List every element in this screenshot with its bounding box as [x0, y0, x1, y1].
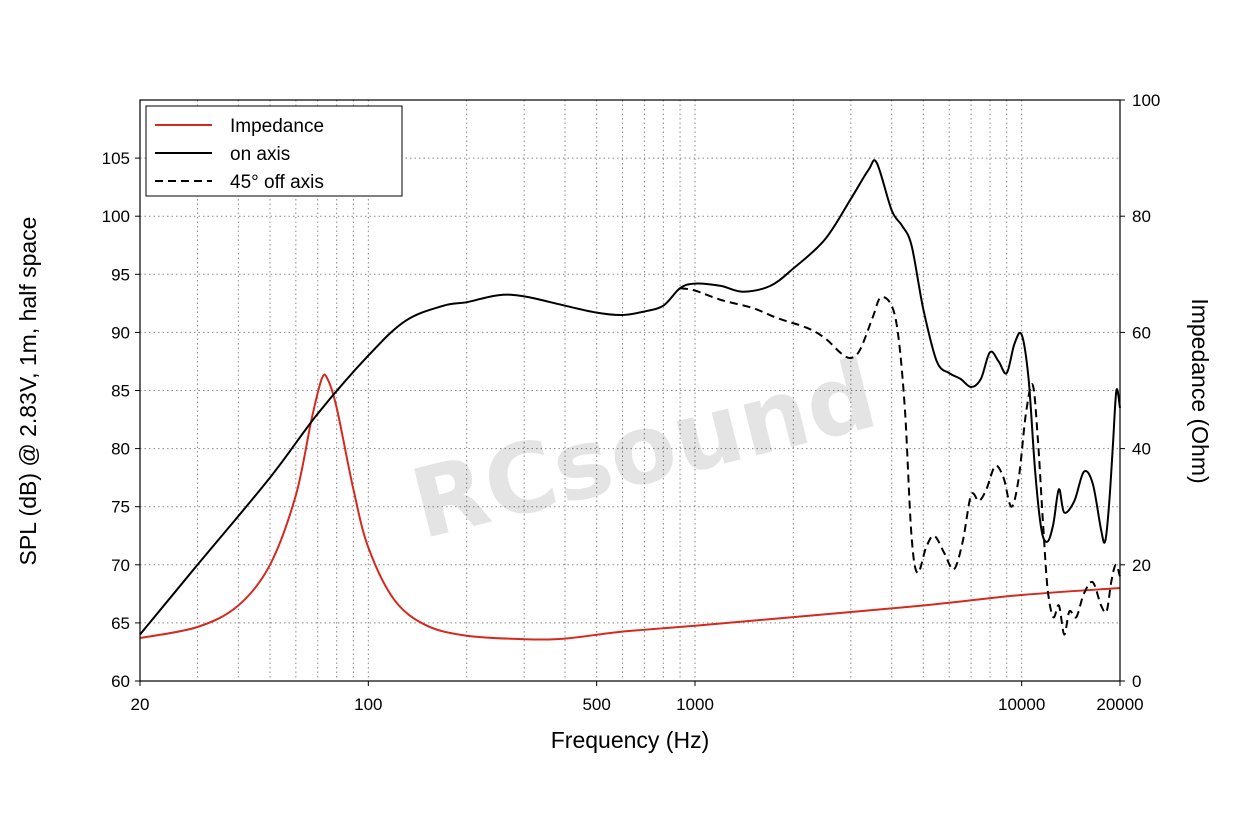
y-right-tick-label: 100	[1132, 91, 1160, 110]
series-impedance-line	[139, 373, 1121, 641]
x-tick-label: 20	[131, 695, 150, 714]
x-tick-label: 500	[582, 695, 610, 714]
y-left-tick-label: 65	[111, 614, 130, 633]
y-axis-right-title: Impedance (Ohm)	[1187, 298, 1213, 483]
x-tick-label: 20000	[1096, 695, 1143, 714]
ticks: 20 100 500 1000 10000 20000606570758085909510…	[102, 91, 1161, 714]
y-left-tick-label: 80	[111, 440, 130, 459]
y-right-tick-label: 20	[1132, 556, 1151, 575]
y-left-tick-label: 105	[102, 149, 130, 168]
legend-label-off-axis: 45° off axis	[230, 172, 324, 193]
y-axis-left-title: SPL (dB) @ 2.83V, 1m, half space	[15, 217, 41, 566]
series-on-axis-line	[139, 159, 1121, 636]
y-left-tick-label: 85	[111, 382, 130, 401]
legend-label-impedance: Impedance	[230, 116, 324, 137]
x-axis-title: Frequency (Hz)	[551, 727, 709, 753]
y-right-tick-label: 40	[1132, 440, 1151, 459]
y-left-tick-label: 95	[111, 265, 130, 284]
y-left-tick-label: 60	[111, 672, 130, 691]
y-left-tick-label: 100	[102, 207, 130, 226]
x-tick-label: 100	[354, 695, 382, 714]
y-right-tick-label: 80	[1132, 207, 1151, 226]
legend: Impedance on axis 45° off axis	[145, 105, 403, 197]
x-tick-label: 1000	[676, 695, 714, 714]
series-off-axis-line	[679, 287, 1121, 636]
y-left-tick-label: 70	[111, 556, 130, 575]
series-layer	[139, 159, 1121, 641]
x-tick-label: 10000	[998, 695, 1045, 714]
y-right-tick-label: 0	[1132, 672, 1141, 691]
y-left-tick-label: 75	[111, 498, 130, 517]
legend-label-on-axis: on axis	[230, 144, 290, 165]
y-left-tick-label: 90	[111, 323, 130, 342]
y-right-tick-label: 60	[1132, 323, 1151, 342]
